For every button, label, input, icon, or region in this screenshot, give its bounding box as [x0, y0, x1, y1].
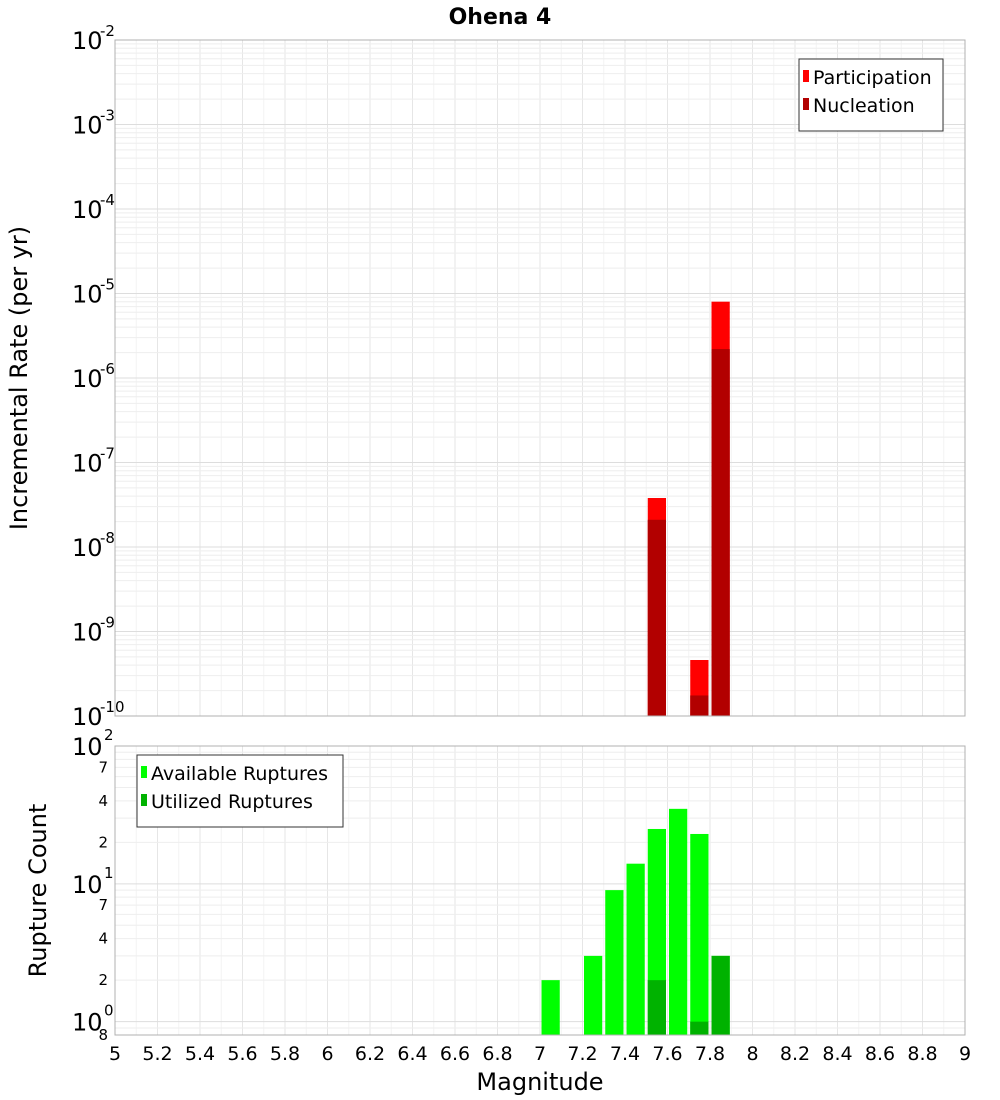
chart-title: Ohena 4	[449, 5, 552, 30]
y-tick-exponent: -3	[100, 107, 115, 125]
x-tick-label: 5.8	[270, 1043, 300, 1065]
count-primary-bar	[605, 890, 624, 1035]
y-tick-label: 10	[72, 619, 103, 647]
y-tick-exponent: -6	[100, 360, 115, 378]
y-tick-label: 10	[72, 703, 103, 731]
y-tick-label: 10	[72, 1009, 103, 1037]
x-tick-label: 5	[109, 1043, 121, 1065]
bottom-y-axis-label: Rupture Count	[24, 804, 52, 978]
y-tick-exponent: 2	[104, 726, 114, 744]
x-tick-label: 8	[746, 1043, 758, 1065]
x-tick-label: 5.2	[142, 1043, 172, 1065]
top-plot-frame	[114, 39, 966, 717]
y-tick-exponent: -8	[100, 529, 115, 547]
x-axis-label: Magnitude	[476, 1068, 603, 1096]
bottom-legend-box	[136, 754, 344, 828]
top-legend-label: Nucleation	[813, 95, 915, 117]
y-tick-label: 10	[72, 281, 103, 309]
top-legend-label: Participation	[813, 67, 932, 89]
x-tick-label: 8.6	[865, 1043, 895, 1065]
count-secondary-bar	[647, 980, 666, 1035]
y-tick-label: 10	[72, 365, 103, 393]
count-primary-bar	[626, 863, 645, 1035]
x-tick-label: 7.4	[610, 1043, 640, 1065]
top-legend-swatch	[803, 98, 809, 110]
y-tick-label: 10	[72, 112, 103, 140]
y-tick-label: 10	[72, 871, 103, 899]
x-tick-label: 6.6	[440, 1043, 470, 1065]
y-tick-exponent: -5	[100, 276, 115, 294]
top-legend-swatch	[803, 70, 809, 82]
bottom-legend-label: Utilized Ruptures	[151, 791, 313, 813]
rate-secondary-bar	[647, 519, 666, 716]
rate-secondary-bar	[690, 695, 709, 716]
count-primary-bar	[584, 955, 603, 1035]
x-tick-label: 6.2	[355, 1043, 385, 1065]
y-tick-exponent: -10	[100, 698, 125, 716]
y-minor-tick-label: 4	[98, 792, 108, 810]
top-y-axis-label: Incremental Rate (per yr)	[5, 226, 33, 530]
x-tick-label: 9	[959, 1043, 971, 1065]
x-tick-label: 5.4	[185, 1043, 215, 1065]
count-secondary-bar	[690, 1021, 709, 1035]
y-minor-tick-label: 7	[98, 896, 108, 914]
y-minor-tick-label: 2	[98, 833, 108, 851]
y-tick-label: 10	[72, 450, 103, 478]
count-primary-bar	[690, 833, 709, 1035]
x-tick-label: 7.6	[652, 1043, 682, 1065]
x-tick-label: 6.4	[397, 1043, 427, 1065]
bottom-legend-label: Available Ruptures	[151, 763, 328, 785]
x-tick-label: 6	[321, 1043, 333, 1065]
bottom-legend-swatch	[141, 794, 147, 806]
y-minor-tick-label: 8	[98, 1026, 108, 1044]
x-tick-label: 7.2	[567, 1043, 597, 1065]
y-tick-exponent: -7	[100, 445, 115, 463]
count-primary-bar	[541, 980, 560, 1035]
bottom-legend-swatch	[141, 766, 147, 778]
x-tick-label: 8.2	[780, 1043, 810, 1065]
y-tick-label: 10	[72, 27, 103, 55]
y-minor-tick-label: 4	[98, 930, 108, 948]
x-tick-label: 8.8	[907, 1043, 937, 1065]
y-tick-exponent: 0	[104, 1002, 114, 1020]
y-tick-exponent: 1	[104, 864, 114, 882]
count-primary-bar	[669, 808, 688, 1035]
top-legend-box	[798, 58, 944, 132]
y-tick-label: 10	[72, 196, 103, 224]
y-tick-label: 10	[72, 534, 103, 562]
y-tick-exponent: -2	[100, 22, 115, 40]
x-tick-label: 8.4	[822, 1043, 852, 1065]
x-tick-label: 7	[534, 1043, 546, 1065]
x-tick-label: 5.6	[227, 1043, 257, 1065]
bottom-plot-frame	[114, 745, 966, 1036]
y-tick-exponent: -4	[100, 191, 115, 209]
y-tick-exponent: -9	[100, 614, 115, 632]
rate-secondary-bar	[711, 349, 730, 716]
y-minor-tick-label: 2	[98, 971, 108, 989]
x-tick-label: 6.8	[482, 1043, 512, 1065]
count-secondary-bar	[711, 955, 730, 1035]
y-tick-label: 10	[72, 733, 103, 761]
x-tick-label: 7.8	[695, 1043, 725, 1065]
y-minor-tick-label: 7	[98, 758, 108, 776]
